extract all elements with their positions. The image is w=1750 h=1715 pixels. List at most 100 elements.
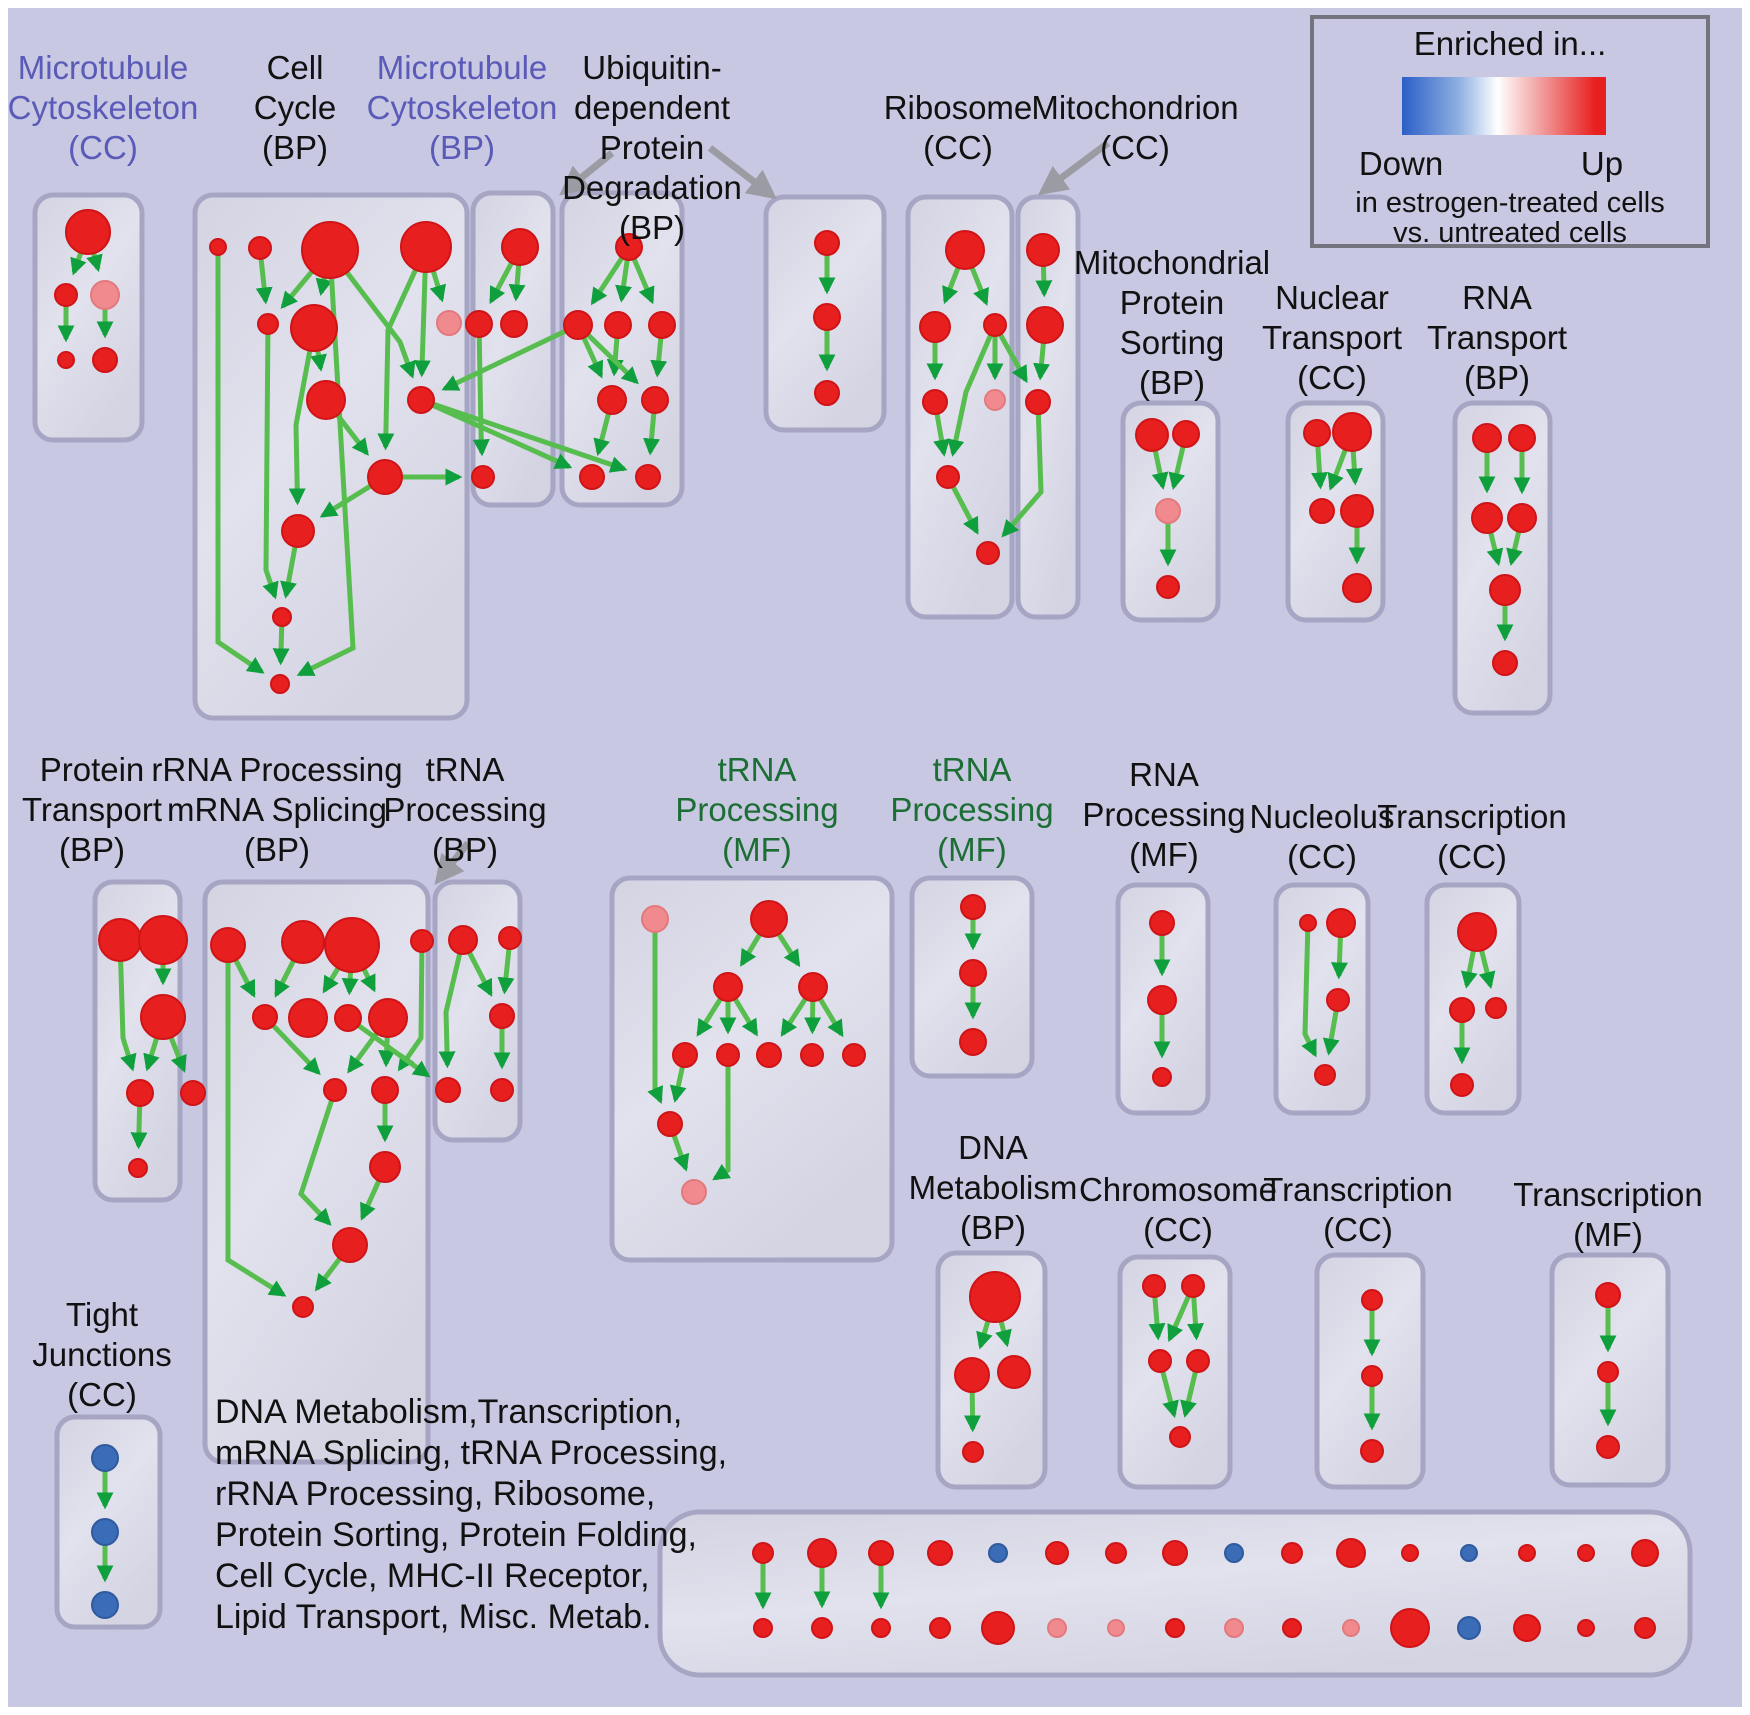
graph-node-nt5 xyxy=(1342,573,1372,603)
edge-rr_n0-rr_I xyxy=(225,960,287,1297)
legend-gradient-bar xyxy=(1402,77,1606,135)
legend: Enriched in... Down Up in estrogen-treat… xyxy=(1310,15,1710,249)
label-trna-processing-mf2: tRNA Processing (MF) xyxy=(890,750,1053,870)
graph-node-mt2 xyxy=(1026,306,1064,344)
graph-node-nt3 xyxy=(1309,498,1335,524)
graph-node-ts3 xyxy=(959,1028,987,1056)
label-ribosome-line: (CC) xyxy=(923,129,993,166)
graph-node-rp1 xyxy=(1149,910,1175,936)
graph-node-nt2 xyxy=(1332,412,1372,452)
label-trna-processing-mf1-line: tRNA xyxy=(717,751,797,788)
graph-node-mb2 xyxy=(465,310,493,338)
label-mito-protein-sorting-line: Sorting xyxy=(1119,324,1225,361)
graph-node-tm_bp xyxy=(681,1179,707,1205)
graph-node-t3a xyxy=(1595,1282,1621,1308)
graph-node-tb2 xyxy=(498,926,522,950)
label-rrna-processing: rRNA Processing mRNA Splicing (BP) xyxy=(151,750,402,870)
edge-rb3-mt3 xyxy=(997,331,1028,384)
label-chromosome-line: (CC) xyxy=(1143,1211,1213,1248)
graph-node-ub4 xyxy=(597,385,627,415)
edge-ch2-ch4 xyxy=(1187,1294,1204,1341)
edge-dm2-dm4 xyxy=(964,1389,982,1433)
graph-node-ub7 xyxy=(635,464,661,490)
graph-node-rr_E xyxy=(323,1078,347,1102)
edge-cc_h-ub6 xyxy=(429,402,573,469)
label-transcription-mf-line: Transcription xyxy=(1513,1176,1703,1213)
edge-mb1-mb3 xyxy=(508,262,526,302)
edge-tm_ml-tm_r3 xyxy=(732,996,759,1037)
edge-rb3-rb6 xyxy=(947,332,994,457)
graph-node-cc_g xyxy=(306,380,346,420)
label-trna-processing-mf2-line: (MF) xyxy=(937,831,1007,868)
graph-node-tm_ml xyxy=(713,972,743,1002)
graph-node-tj1 xyxy=(91,1444,119,1472)
graph-node-nu2 xyxy=(1326,908,1356,938)
graph-node-cc_e xyxy=(257,313,279,335)
graph-node-rb3 xyxy=(983,313,1007,337)
edge-nt1-nt3 xyxy=(1311,443,1329,490)
graph-node-cc_a xyxy=(209,238,227,256)
graph-node-mcc1 xyxy=(65,209,111,255)
edge-nu2-nu3 xyxy=(1330,934,1348,980)
label-cell-cycle-line: (BP) xyxy=(262,129,328,166)
edge-rr_n2-rr_D xyxy=(360,966,377,993)
label-ribosome: Ribosome (CC) xyxy=(884,88,1033,168)
label-microtubule-cc: Microtubule Cytoskeleton (CC) xyxy=(8,48,199,168)
graph-node-tc1 xyxy=(1457,912,1497,952)
label-microtubule-cc-line: (CC) xyxy=(68,129,138,166)
label-rna-transport-line: Transport xyxy=(1427,319,1567,356)
graph-node-t2c xyxy=(1360,1439,1384,1463)
edge-nu3-nu4 xyxy=(1322,1008,1340,1056)
graph-node-rr_B xyxy=(288,998,328,1038)
graph-node-t2a xyxy=(1361,1289,1383,1311)
label-trna-processing-mf2-line: Processing xyxy=(890,791,1054,828)
graph-node-nt1 xyxy=(1303,419,1331,447)
label-ubiquitin-line: Degradation xyxy=(562,169,742,206)
edge-cc_h-ub7 xyxy=(430,401,628,473)
graph-node-cc_pk xyxy=(436,310,462,336)
graph-node-bb10t xyxy=(1281,1542,1303,1564)
graph-node-mp4 xyxy=(1156,575,1180,599)
label-rna-processing-mf-line: (MF) xyxy=(1129,836,1199,873)
label-rrna-processing-line: (BP) xyxy=(243,831,310,868)
label-tight-junctions-line: Junctions xyxy=(32,1336,172,1373)
legend-up-label: Up xyxy=(1580,145,1624,182)
label-transcription-cc-2-line: Transcription xyxy=(1263,1171,1453,1208)
edge-mp1-mp3 xyxy=(1151,448,1169,490)
edge-nt2-nt3 xyxy=(1327,447,1349,491)
legend-title: Enriched in... xyxy=(1413,25,1607,62)
graph-node-cc_c xyxy=(301,221,359,279)
graph-node-tm_r5 xyxy=(842,1043,866,1067)
graph-node-cc_b xyxy=(248,236,272,260)
label-tight-junctions-line: Tight xyxy=(65,1296,139,1333)
edge-cc_a-cc_l xyxy=(215,253,265,674)
graph-node-rb7 xyxy=(976,541,1000,565)
edge-cc_d-cc_h xyxy=(413,269,431,378)
graph-node-ch2 xyxy=(1181,1274,1205,1298)
label-transcription-cc-2: Transcription (CC) xyxy=(1263,1170,1453,1250)
pointer-to-mitochondrion-box xyxy=(1037,140,1111,196)
edge-rr_C-tb4 xyxy=(355,1022,431,1078)
graph-node-tm_r1 xyxy=(672,1042,698,1068)
edge-cc_j-cc_k xyxy=(280,544,298,599)
label-trna-processing-bp: tRNA Processing (BP) xyxy=(383,750,546,870)
graph-node-pt1 xyxy=(98,918,142,962)
edge-dm1-dm2 xyxy=(976,1318,993,1350)
graph-node-pt2 xyxy=(138,915,188,965)
label-protein-transport: Protein Transport (BP) xyxy=(22,750,162,870)
edge-rr_n0-rr_A xyxy=(232,957,256,998)
graph-node-rr_n1 xyxy=(281,920,325,964)
graph-node-rr_n2 xyxy=(324,917,380,973)
label-transcription-mf: Transcription (MF) xyxy=(1513,1175,1703,1255)
graph-node-rp3 xyxy=(1152,1067,1172,1087)
edge-ub2-ub4 xyxy=(606,335,624,377)
graph-node-tm_t xyxy=(750,900,788,938)
graph-node-rt3 xyxy=(1471,502,1503,534)
label-microtubule-bp-line: Cytoskeleton xyxy=(366,89,558,126)
graph-node-tb5 xyxy=(490,1078,514,1102)
label-rna-transport-line: (BP) xyxy=(1464,359,1530,396)
graph-node-t2b xyxy=(1361,1365,1383,1387)
box-nucleolus xyxy=(1273,882,1371,1116)
graph-node-bb3b xyxy=(871,1618,891,1638)
pointer-to-trna-bp-box xyxy=(434,840,471,885)
